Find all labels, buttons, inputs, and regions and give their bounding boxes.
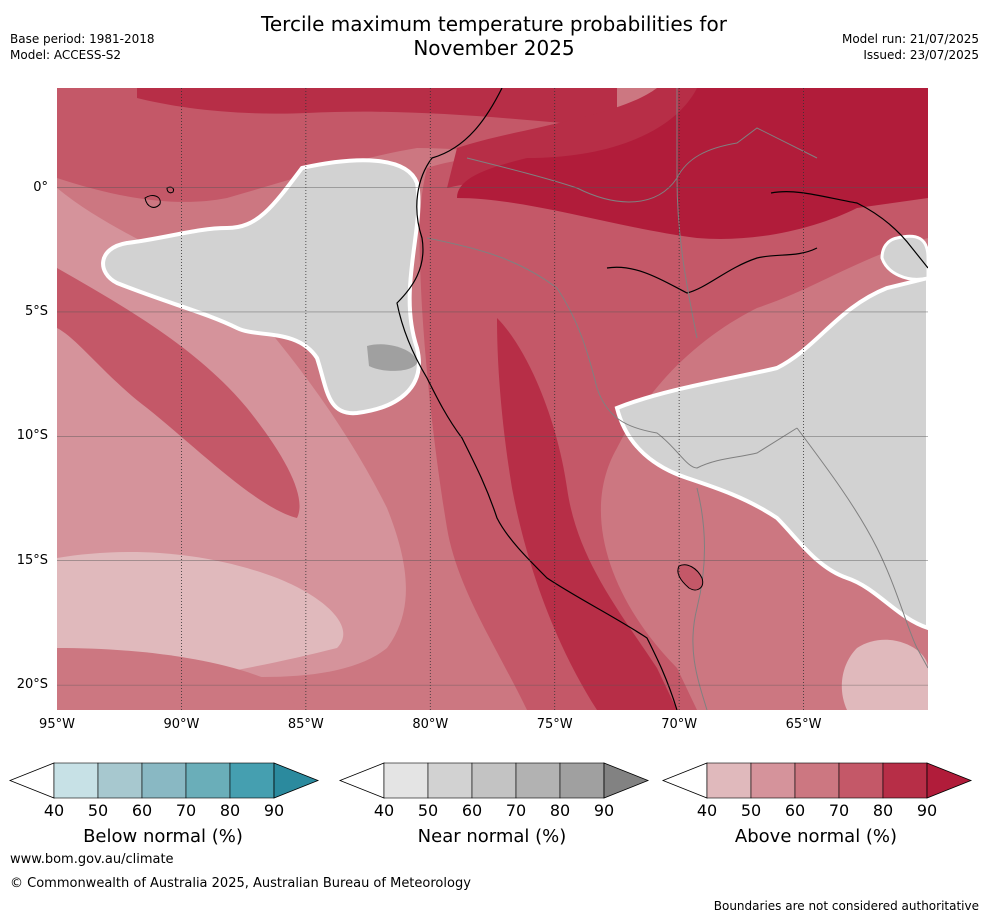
map-zone-near-normal-southeast: [614, 275, 928, 631]
legend-tick-label: 70: [176, 801, 196, 820]
legend-tick-label: 60: [462, 801, 482, 820]
legend-swatch: [229, 762, 275, 799]
legend-tick-label: 40: [374, 801, 394, 820]
base-period-text: Base period: 1981-2018: [10, 32, 155, 46]
longitude-label: 70°W: [661, 717, 698, 732]
lake-titicaca: [677, 564, 704, 591]
map-zone-near-normal-ocean: [101, 158, 421, 416]
amazon-river: [606, 247, 818, 294]
longitude-label: 65°W: [785, 717, 822, 732]
legend-swatch: [185, 762, 231, 799]
legend-swatch: [706, 762, 752, 799]
legend-bar-below-normal: 40 50 60 70 80 90: [8, 762, 320, 820]
legend-title-near: Near normal (%): [417, 826, 567, 847]
legend-swatch: [383, 762, 429, 799]
legend-swatch: [750, 762, 796, 799]
legend-tick-label: 90: [917, 801, 937, 820]
longitude-label: 75°W: [536, 717, 573, 732]
map-zone-above-80-andes: [497, 318, 677, 710]
legend-arrow-low: [338, 762, 385, 799]
country-border-colombia: [676, 88, 698, 339]
issued-text: Issued: 23/07/2025: [863, 48, 979, 62]
legend-bar-above-normal: 40 50 60 70 80 90: [661, 762, 973, 820]
footer-disclaimer: Boundaries are not considered authoritat…: [713, 899, 979, 913]
map-zone-above-70-ocean: [57, 268, 300, 518]
header-meta-left: Base period: 1981-2018 Model: ACCESS-S2: [10, 31, 155, 63]
legend-tick-label: 40: [44, 801, 64, 820]
legend-tick-label: 90: [264, 801, 284, 820]
longitude-label: 80°W: [412, 717, 449, 732]
map-title: Tercile maximum temperature probabilitie…: [0, 12, 988, 60]
legend-tick-label: 90: [594, 801, 614, 820]
title-line-1: Tercile maximum temperature probabilitie…: [261, 12, 727, 36]
legend-swatch: [427, 762, 473, 799]
longitude-label: 95°W: [39, 717, 75, 732]
footer-copyright: © Commonwealth of Australia 2025, Austra…: [10, 876, 471, 891]
legend-arrow-high: [273, 762, 320, 799]
map-gridlines: [57, 88, 928, 710]
legend-tick-label: 50: [418, 801, 438, 820]
longitude-label: 85°W: [287, 717, 324, 732]
legend-tick-label: 70: [829, 801, 849, 820]
map-zone-above-60-south: [57, 648, 297, 710]
map-zone-near-70-ocean: [367, 344, 417, 371]
legend-title-above: Above normal (%): [734, 826, 898, 847]
latitude-label: 10°S: [16, 428, 48, 444]
legend-swatch: [97, 762, 143, 799]
legend-tick-label: 50: [88, 801, 108, 820]
legend-tick-label: 60: [785, 801, 805, 820]
map-zone-near-normal-northeast: [880, 234, 928, 281]
legend-tick-label: 70: [506, 801, 526, 820]
latitude-label: 15°S: [16, 552, 48, 568]
legend-arrow-high: [926, 762, 973, 799]
legend-swatch: [471, 762, 517, 799]
legend-tick-label: 50: [741, 801, 761, 820]
legend-tick-label: 60: [132, 801, 152, 820]
amazon-river-coast: [770, 191, 928, 269]
map-zone-above-40-southeast: [841, 639, 928, 710]
probability-map: [57, 88, 928, 710]
latitude-label: 0°: [33, 179, 48, 195]
country-border-peru-brazil: [426, 237, 798, 469]
coastline: [396, 88, 678, 710]
legend-tick-label: 80: [220, 801, 240, 820]
legend-swatch: [53, 762, 99, 799]
country-border-north: [466, 127, 818, 203]
legend-swatch: [794, 762, 840, 799]
galapagos-island: [144, 195, 161, 208]
model-text: Model: ACCESS-S2: [10, 48, 122, 62]
map-canvas: [57, 88, 928, 710]
legend-swatch: [838, 762, 884, 799]
country-border-bolivia-east: [796, 427, 928, 669]
legend-title-below: Below normal (%): [83, 826, 243, 847]
header-meta-right: Model run: 21/07/2025 Issued: 23/07/2025: [842, 31, 979, 63]
footer-url[interactable]: www.bom.gov.au/climate: [10, 852, 174, 867]
map-zone-above-70-north: [57, 88, 617, 202]
legend-arrow-low: [661, 762, 708, 799]
legend-swatch: [882, 762, 928, 799]
title-line-2: November 2025: [413, 36, 575, 60]
legend-arrow-low: [8, 762, 55, 799]
legend-tick-label: 40: [697, 801, 717, 820]
legend-tick-label: 80: [873, 801, 893, 820]
legend-swatch: [141, 762, 187, 799]
latitude-label: 20°S: [16, 677, 48, 693]
legend-swatch: [515, 762, 561, 799]
country-border-bolivia-west: [692, 487, 708, 710]
legend-colorbars: 40 50 60 70 80 90 40 50 60 70 80 90 40 50 60 70 80 90: [8, 762, 973, 820]
map-zone-above-90-amazon: [457, 88, 928, 239]
legend-tick-label: 80: [550, 801, 570, 820]
model-run-text: Model run: 21/07/2025: [841, 32, 979, 46]
latitude-label: 5°S: [24, 303, 48, 319]
legend-arrow-high: [603, 762, 650, 799]
legend-swatch: [559, 762, 605, 799]
legend-bar-near-normal: 40 50 60 70 80 90: [338, 762, 650, 820]
longitude-label: 90°W: [163, 717, 200, 732]
